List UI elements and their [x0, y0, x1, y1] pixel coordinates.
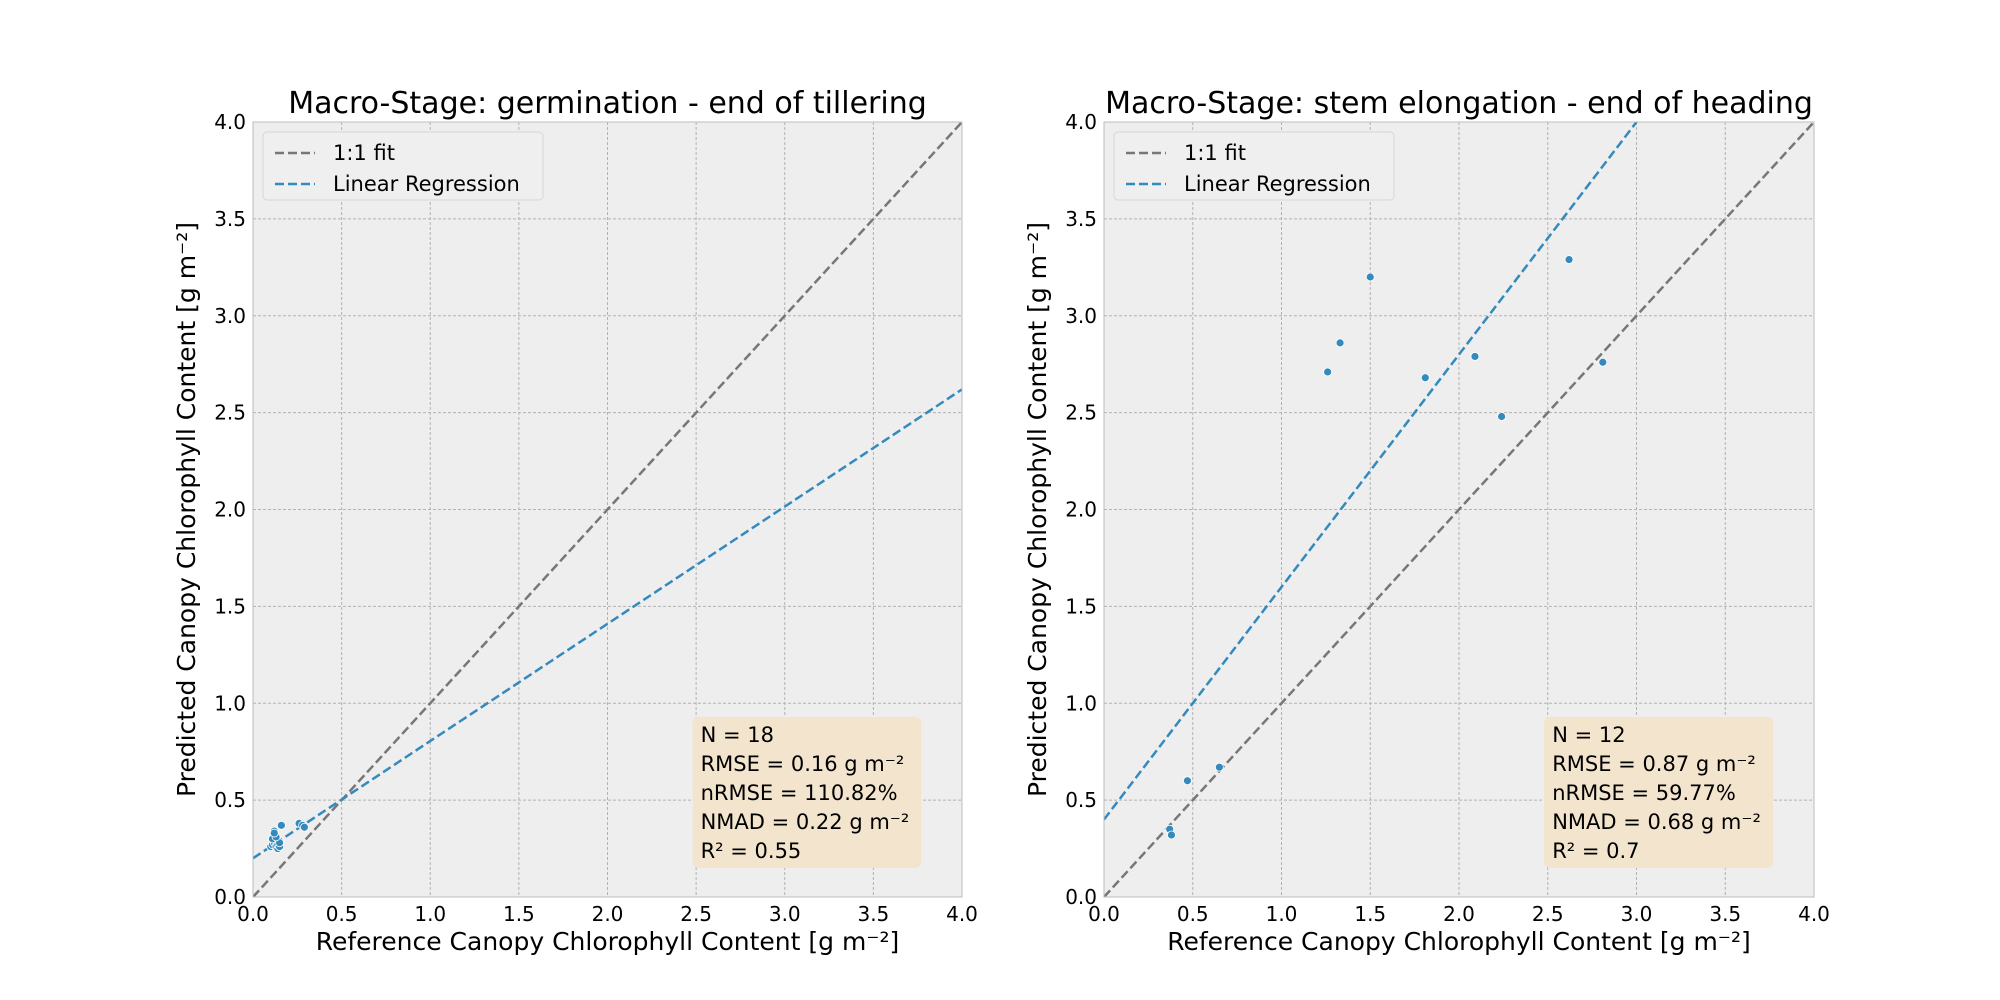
- data-point: [276, 820, 286, 830]
- stats-nrmse: nRMSE = 110.82%: [701, 781, 898, 805]
- stats-n: N = 18: [701, 723, 774, 747]
- y-tick-label: 0.5: [1065, 788, 1097, 812]
- data-point: [1323, 367, 1333, 377]
- y-tick-label: 1.5: [1065, 594, 1097, 618]
- regression-line: [1104, 122, 1639, 821]
- data-point: [1365, 272, 1375, 282]
- data-point: [300, 822, 309, 832]
- stats-nrmse: nRMSE = 59.77%: [1552, 781, 1736, 805]
- x-tick-label: 4.0: [1798, 902, 1830, 926]
- stats-box: [1544, 716, 1774, 868]
- y-axis-label: Predicted Canopy Chlorophyll Content [g …: [172, 222, 201, 797]
- y-tick-label: 1.0: [1065, 691, 1097, 715]
- data-point: [1420, 373, 1430, 383]
- stats-box: [692, 716, 922, 868]
- x-tick-label: 0.5: [326, 902, 358, 926]
- y-axis-label: Predicted Canopy Chlorophyll Content [g …: [1023, 222, 1052, 797]
- y-tick-label: 2.0: [1065, 498, 1097, 522]
- y-tick-label: 3.0: [1065, 304, 1097, 328]
- right-plot-panel: 0.0 0.5 1.0 1.5 2.0 2.5 3.0 3.5 4.0 0.0 0.5 1.0 1.5 2…: [1023, 86, 1830, 956]
- x-tick-label: 4.0: [946, 902, 978, 926]
- y-tick-label: 0.0: [214, 885, 246, 909]
- x-tick-label: 0.5: [1177, 902, 1209, 926]
- data-point: [1470, 352, 1480, 361]
- data-point: [1214, 762, 1224, 772]
- stats-rmse: RMSE = 0.16 g m⁻²: [701, 752, 905, 776]
- stats-r2: R² = 0.55: [701, 839, 802, 863]
- x-tick-label: 0.0: [1088, 902, 1120, 926]
- regression-line: [253, 388, 962, 860]
- x-tick-label: 3.0: [769, 902, 801, 926]
- data-point: [1598, 357, 1608, 367]
- x-tick-label: 3.5: [1709, 902, 1741, 926]
- x-tick-label: 2.0: [592, 902, 624, 926]
- y-tick-label: 3.5: [214, 207, 246, 231]
- axes-frame: [1103, 121, 1815, 898]
- legend-regression-label: Linear Regression: [333, 172, 520, 196]
- legend-one-to-one-label: 1:1 fit: [333, 141, 395, 165]
- x-tick-label: 2.5: [680, 902, 712, 926]
- data-point: [1564, 255, 1574, 264]
- x-tick-label: 3.5: [857, 902, 889, 926]
- axes-frame: [252, 121, 963, 898]
- x-tick-label: 0.0: [237, 902, 269, 926]
- data-point: [1183, 776, 1192, 786]
- chart-title: Macro-Stage: stem elongation - end of he…: [1105, 86, 1813, 121]
- y-tick-label: 1.5: [214, 594, 246, 618]
- stats-rmse: RMSE = 0.87 g m⁻²: [1552, 752, 1756, 776]
- legend-regression-label: Linear Regression: [1184, 172, 1371, 196]
- data-point: [1167, 830, 1176, 840]
- y-tick-label: 2.5: [1065, 401, 1097, 425]
- legend-one-to-one-label: 1:1 fit: [1184, 141, 1246, 165]
- x-tick-label: 1.5: [1354, 902, 1386, 926]
- y-tick-label: 3.0: [214, 304, 246, 328]
- y-tick-label: 1.0: [214, 691, 246, 715]
- y-tick-label: 4.0: [214, 110, 246, 134]
- x-tick-label: 2.0: [1443, 902, 1475, 926]
- x-tick-label: 1.5: [503, 902, 535, 926]
- stats-nmad: NMAD = 0.68 g m⁻²: [1552, 810, 1761, 834]
- y-tick-label: 0.5: [214, 788, 246, 812]
- data-point: [1497, 412, 1506, 421]
- stats-nmad: NMAD = 0.22 g m⁻²: [701, 810, 910, 834]
- y-tick-label: 0.0: [1065, 885, 1097, 909]
- y-tick-label: 2.5: [214, 401, 246, 425]
- data-point: [1335, 338, 1345, 348]
- x-tick-label: 2.5: [1532, 902, 1564, 926]
- x-tick-label: 3.0: [1621, 902, 1653, 926]
- legend: [262, 131, 544, 201]
- x-tick-label: 1.0: [414, 902, 446, 926]
- x-axis-label: Reference Canopy Chlorophyll Content [g …: [1167, 927, 1751, 956]
- x-tick-label: 1.0: [1266, 902, 1298, 926]
- y-tick-label: 2.0: [214, 498, 246, 522]
- x-axis-label: Reference Canopy Chlorophyll Content [g …: [316, 927, 900, 956]
- y-tick-label: 4.0: [1065, 110, 1097, 134]
- stats-n: N = 12: [1552, 723, 1625, 747]
- chart-title: Macro-Stage: germination - end of tiller…: [288, 86, 927, 121]
- legend: [1113, 131, 1395, 201]
- one-to-one-line: [253, 122, 962, 897]
- stats-r2: R² = 0.7: [1552, 839, 1639, 863]
- data-point: [269, 828, 279, 838]
- left-plot-panel: 0.0 0.5 1.0 1.5 2.0 2.5 3.0 3.5 4.0 0.0 0.5 1.0 1.5 2…: [172, 86, 978, 956]
- y-tick-label: 3.5: [1065, 207, 1097, 231]
